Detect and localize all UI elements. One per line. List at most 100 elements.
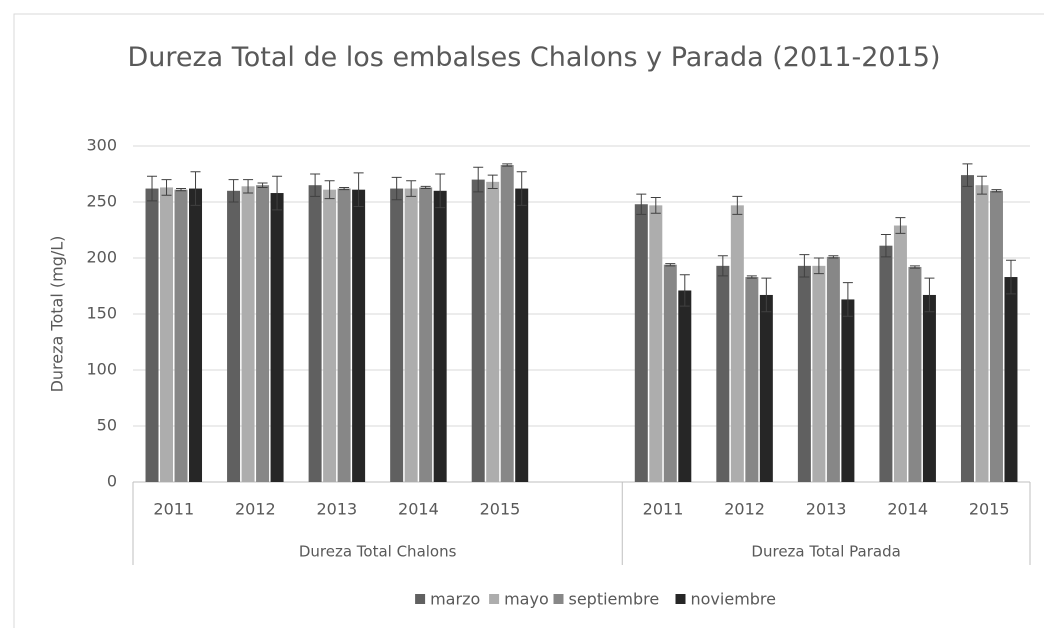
error-bar [516,171,527,206]
error-bar [842,282,853,317]
error-bar [161,179,172,196]
error-bar [502,163,513,167]
legend-swatch [553,594,564,604]
legend-label: septiembre [569,590,660,609]
y-tick-label: 100 [86,360,117,379]
legend-swatch [415,594,426,604]
chart-border [13,13,1044,628]
bar [256,185,270,482]
y-axis-label: Dureza Total (mg/L) [48,236,67,393]
bar [1004,277,1018,482]
error-bar [339,186,350,191]
bar [323,189,337,482]
bar [663,264,677,482]
x-tick-label: 2015 [969,500,1010,519]
error-bar [761,277,772,313]
bar [960,175,974,482]
bar [975,185,989,482]
y-tick-label: 200 [86,248,117,267]
error-bar [473,166,484,193]
bar [433,190,447,483]
error-bar [1005,259,1016,295]
x-tick-label: 2013 [317,500,358,519]
error-bar [243,179,254,194]
error-bar [991,189,1002,193]
x-tick-label: 2014 [887,500,928,519]
legend-swatch [675,594,686,604]
error-bar [813,257,824,275]
error-bar [176,188,187,192]
legend-label: marzo [430,590,480,609]
error-bar [310,173,321,197]
bar [893,225,907,482]
bar [352,189,366,482]
error-bar [828,255,839,259]
bar [515,188,529,482]
x-tick-label: 2012 [724,500,765,519]
chart-title: Dureza Total de los embalses Chalons y P… [127,42,941,73]
group-label: Dureza Total Chalons [299,543,457,561]
error-bar [391,176,402,201]
y-tick-label: 50 [97,416,117,435]
legend-label: mayo [504,590,549,609]
y-tick-label: 300 [86,136,117,155]
bar [730,205,744,483]
error-bar [406,180,417,197]
bar [500,165,514,483]
bar [471,179,485,482]
x-tick-label: 2014 [398,500,439,519]
error-bar [636,193,647,215]
bar [908,266,922,482]
bar [189,188,203,482]
error-bar [353,172,364,207]
bar [797,265,811,482]
error-bar [976,175,987,195]
error-bar [487,174,498,190]
bar [227,190,241,483]
error-bar [190,171,201,206]
error-bar [717,255,728,277]
bar [759,294,773,482]
error-bar [880,233,891,258]
error-bar [272,175,283,211]
y-tick-label: 150 [86,304,117,323]
error-bar [746,275,757,279]
bar [841,299,855,482]
bar [337,188,351,482]
error-bar [895,217,906,234]
bar [922,294,936,482]
bar [145,188,159,482]
error-bar [962,163,973,187]
error-bar [732,195,743,215]
bar [390,188,404,482]
error-bar [665,263,676,267]
error-bar [909,265,920,269]
bar [270,193,284,483]
x-tick-label: 2011 [643,500,684,519]
error-bar [420,185,431,190]
bar [174,189,188,482]
error-bar [799,254,810,278]
error-bar [650,197,661,214]
x-tick-label: 2012 [235,500,276,519]
bar [716,265,730,482]
bar [308,185,322,482]
bar [634,204,648,483]
bar [649,205,663,483]
bar [678,290,692,482]
bar [812,265,826,482]
bar [404,188,418,482]
error-bar [257,182,268,188]
legend-swatch [489,594,500,604]
x-tick-label: 2013 [806,500,847,519]
error-bar [147,175,158,202]
bar [419,187,433,482]
y-tick-label: 250 [86,192,117,211]
x-tick-label: 2011 [153,500,194,519]
y-tick-label: 0 [107,472,117,491]
x-tick-label: 2015 [480,500,521,519]
bar [486,181,500,482]
group-label: Dureza Total Parada [751,543,900,561]
